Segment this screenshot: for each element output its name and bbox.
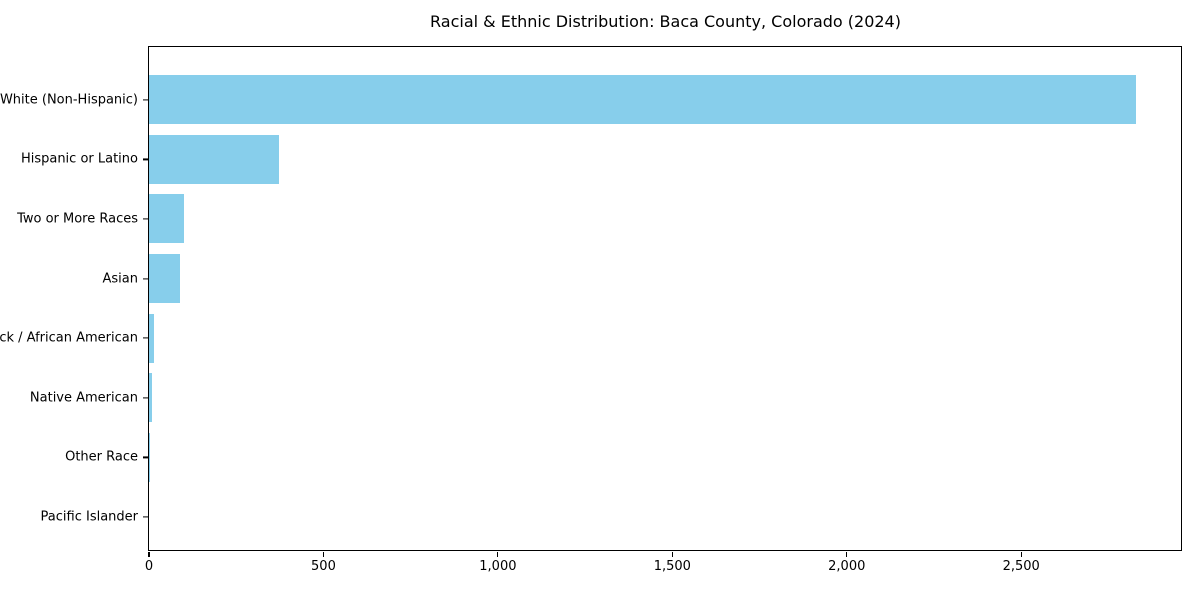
bar-row: White (Non-Hispanic)	[0, 70, 1181, 130]
bar-row: Black / African American	[0, 308, 1181, 368]
x-tick-mark	[148, 552, 150, 557]
y-tick-mark	[143, 218, 148, 220]
x-tick-label: 500	[311, 559, 336, 574]
bar-row: Native American	[30, 368, 1181, 428]
bar	[149, 313, 155, 363]
y-tick-label: Other Race	[65, 449, 138, 465]
x-tick-label: 2,500	[1002, 559, 1040, 574]
x-tick-mark	[846, 552, 848, 557]
bar	[149, 254, 180, 304]
bar-row: Two or More Races	[17, 189, 1181, 249]
y-tick-label: Pacific Islander	[40, 509, 138, 525]
plot-area: White (Non-Hispanic) Hispanic or Latino Tw…	[0, 46, 1182, 574]
y-tick-mark	[143, 397, 148, 399]
x-tick-mark	[322, 552, 325, 557]
bar-row: Hispanic or Latino	[21, 130, 1181, 190]
y-tick-label: Two or More Races	[17, 211, 138, 227]
x-tick-mark	[1020, 552, 1022, 557]
y-tick-label: Asian	[102, 271, 138, 287]
y-tick-label: Hispanic or Latino	[20, 151, 138, 167]
bars-container: White (Non-Hispanic) Hispanic or Latino Tw…	[0, 47, 1181, 550]
y-tick-mark	[143, 277, 148, 280]
x-tick-mark	[497, 552, 499, 557]
bar-row: Asian	[103, 249, 1181, 309]
y-tick-label: Native American	[29, 390, 138, 406]
y-tick-mark	[143, 516, 148, 518]
y-tick-mark	[143, 99, 148, 101]
y-tick-label: White (Non-Hispanic)	[0, 92, 138, 108]
y-tick-mark	[143, 158, 148, 160]
bar	[149, 373, 153, 423]
y-tick-mark	[143, 456, 148, 458]
x-tick-label: 1,500	[653, 559, 691, 574]
bar	[149, 432, 150, 482]
x-tick-label: 0	[144, 559, 154, 574]
chart-title: Racial & Ethnic Distribution: Baca Count…	[430, 12, 901, 31]
y-tick-label: Black / African American	[0, 330, 138, 346]
x-tick-label: 1,000	[479, 559, 517, 574]
x-tick-mark	[671, 552, 673, 557]
bar	[149, 134, 280, 184]
y-tick-mark	[143, 337, 148, 339]
bar-row: Pacific Islander	[41, 487, 1181, 547]
bar	[149, 194, 184, 244]
bar-row: Other Race	[65, 428, 1181, 488]
bar	[149, 75, 1137, 125]
x-tick-label: 2,000	[828, 559, 866, 574]
